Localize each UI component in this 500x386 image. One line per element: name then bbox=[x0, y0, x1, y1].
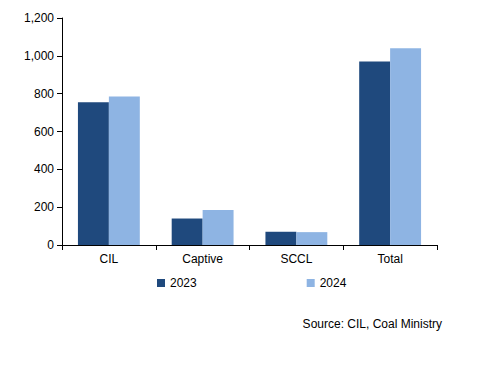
svg-text:200: 200 bbox=[34, 200, 54, 214]
svg-text:2024: 2024 bbox=[320, 276, 347, 290]
svg-text:SCCL: SCCL bbox=[280, 252, 312, 266]
svg-text:0: 0 bbox=[47, 238, 54, 252]
svg-text:400: 400 bbox=[34, 162, 54, 176]
svg-text:Source: CIL, Coal Ministry: Source: CIL, Coal Ministry bbox=[303, 317, 442, 331]
svg-text:800: 800 bbox=[34, 87, 54, 101]
svg-text:Captive: Captive bbox=[182, 252, 223, 266]
svg-text:1,000: 1,000 bbox=[24, 49, 54, 63]
svg-text:CIL: CIL bbox=[100, 252, 119, 266]
svg-text:Total: Total bbox=[377, 252, 402, 266]
svg-text:2023: 2023 bbox=[170, 276, 197, 290]
svg-text:600: 600 bbox=[34, 125, 54, 139]
svg-text:1,200: 1,200 bbox=[24, 11, 54, 25]
